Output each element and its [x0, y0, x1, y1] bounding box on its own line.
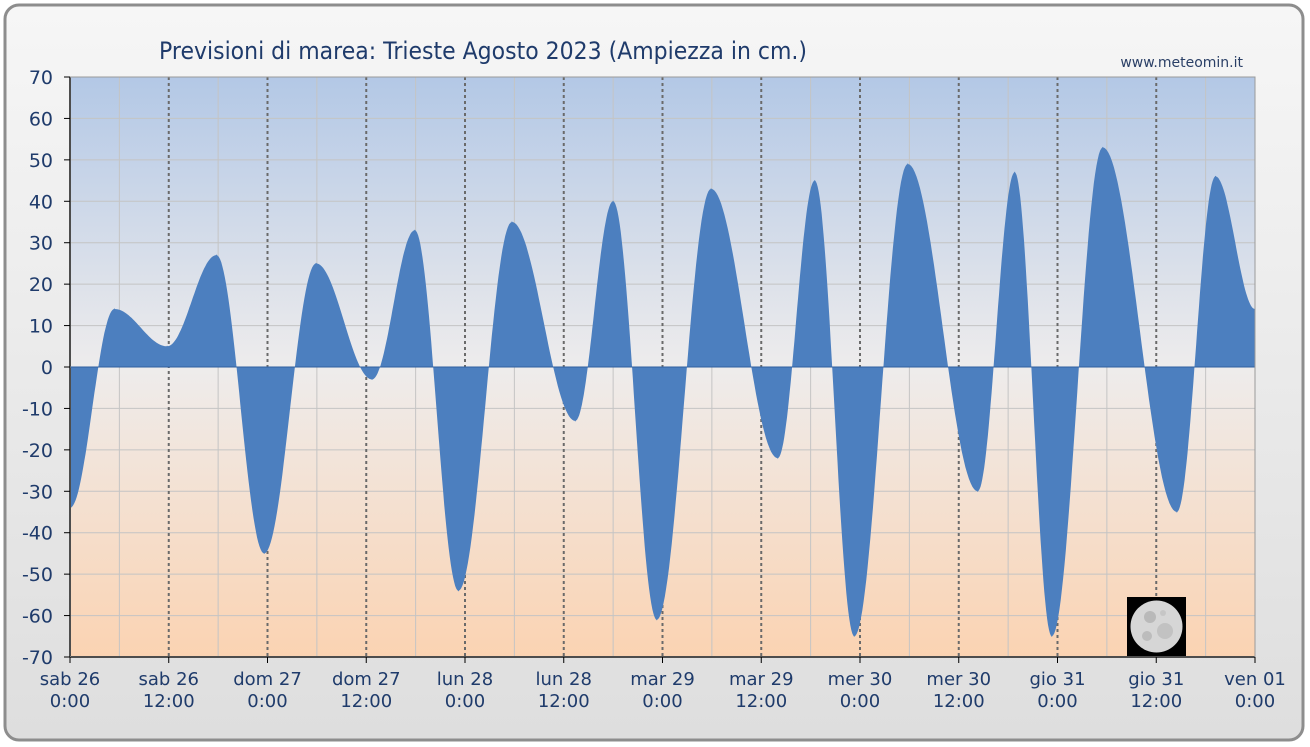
- tide-extremum-point: [977, 490, 979, 492]
- y-tick-label: -10: [22, 398, 53, 420]
- x-tick-day: sab 26: [40, 669, 100, 690]
- tide-extremum-point: [814, 180, 816, 182]
- tide-extremum-point: [574, 420, 576, 422]
- x-tick-time: 0:00: [1037, 691, 1077, 712]
- y-tick-label: 10: [29, 316, 53, 338]
- x-tick-day: mar 29: [630, 669, 695, 690]
- y-tick-label: 0: [41, 357, 53, 379]
- tide-extremum-point: [371, 378, 373, 380]
- x-tick-time: 12:00: [340, 691, 392, 712]
- axes: [64, 76, 1256, 663]
- x-tick-day: mer 30: [828, 669, 893, 690]
- y-tick-label: 30: [29, 233, 53, 255]
- y-tick-label: -70: [22, 647, 53, 669]
- y-axis-labels: 70 60 50 40 30 20 10 0 -10 -20 -30 -40 -50 -60 -70: [22, 67, 53, 669]
- x-tick-time: 0:00: [247, 691, 287, 712]
- tide-chart: 70 60 50 40 30 20 10 0 -10 -20 -30 -40 -50 -60 -70 sab…: [3, 3, 1305, 742]
- y-tick-label: 40: [29, 191, 53, 213]
- tide-extremum-point: [1051, 635, 1053, 637]
- tide-extremum-point: [1014, 171, 1016, 173]
- tide-area-path: [70, 147, 1255, 637]
- tide-extremum-point: [166, 345, 168, 347]
- tide-extremum-point: [853, 635, 855, 637]
- tide-extremum-point: [656, 619, 658, 621]
- y-tick-label: 60: [29, 108, 53, 130]
- x-tick-time: 0:00: [642, 691, 682, 712]
- x-tick-time: 0:00: [50, 691, 90, 712]
- x-tick-day: mar 29: [729, 669, 794, 690]
- x-tick-day: gio 31: [1029, 669, 1085, 690]
- x-tick-time: 12:00: [933, 691, 985, 712]
- x-tick-time: 0:00: [840, 691, 880, 712]
- tide-extremum-point: [1176, 511, 1178, 513]
- tide-extremum-point: [457, 590, 459, 592]
- x-tick-time: 0:00: [445, 691, 485, 712]
- y-tick-label: 50: [29, 150, 53, 172]
- x-tick-time: 12:00: [1130, 691, 1182, 712]
- x-tick-time: 12:00: [538, 691, 590, 712]
- y-tick-label: -30: [22, 481, 53, 503]
- tide-extremum-point: [1102, 146, 1104, 148]
- y-tick-label: -40: [22, 523, 53, 545]
- watermark: www.meteomin.it: [1120, 55, 1243, 71]
- x-tick-day: mer 30: [926, 669, 991, 690]
- tide-extremum-point: [263, 552, 265, 554]
- y-tick-label: 70: [29, 67, 53, 89]
- x-tick-time: 0:00: [1235, 691, 1275, 712]
- y-tick-label: 20: [29, 274, 53, 296]
- tide-extremum-point: [1215, 175, 1216, 177]
- y-tick-label: -50: [22, 564, 53, 586]
- tide-extremum-point: [215, 254, 217, 256]
- x-tick-day: gio 31: [1128, 669, 1184, 690]
- x-tick-day: dom 27: [233, 669, 302, 690]
- tide-extremum-point: [113, 308, 115, 310]
- x-tick-day: lun 28: [536, 669, 592, 690]
- chart-frame: 70 60 50 40 30 20 10 0 -10 -20 -30 -40 -50 -60 -70 sab…: [3, 3, 1305, 742]
- x-tick-day: ven 01: [1224, 669, 1286, 690]
- tide-extremum-point: [315, 262, 317, 264]
- y-tick-label: -20: [22, 440, 53, 462]
- tide-extremum-point: [777, 457, 779, 459]
- chart-title: Previsioni di marea: Trieste Agosto 2023…: [159, 37, 807, 65]
- x-tick-day: lun 28: [437, 669, 493, 690]
- full-moon-icon: [1127, 597, 1186, 656]
- x-tick-time: 12:00: [143, 691, 195, 712]
- y-tick-label: -60: [22, 606, 53, 628]
- tide-extremum-point: [414, 229, 416, 231]
- x-tick-day: dom 27: [332, 669, 401, 690]
- tide-extremum-point: [710, 188, 712, 190]
- x-tick-time: 12:00: [735, 691, 787, 712]
- tide-extremum-point: [612, 200, 614, 202]
- tide-extremum-point: [907, 163, 909, 165]
- x-tick-day: sab 26: [139, 669, 199, 690]
- tide-extremum-point: [511, 221, 513, 223]
